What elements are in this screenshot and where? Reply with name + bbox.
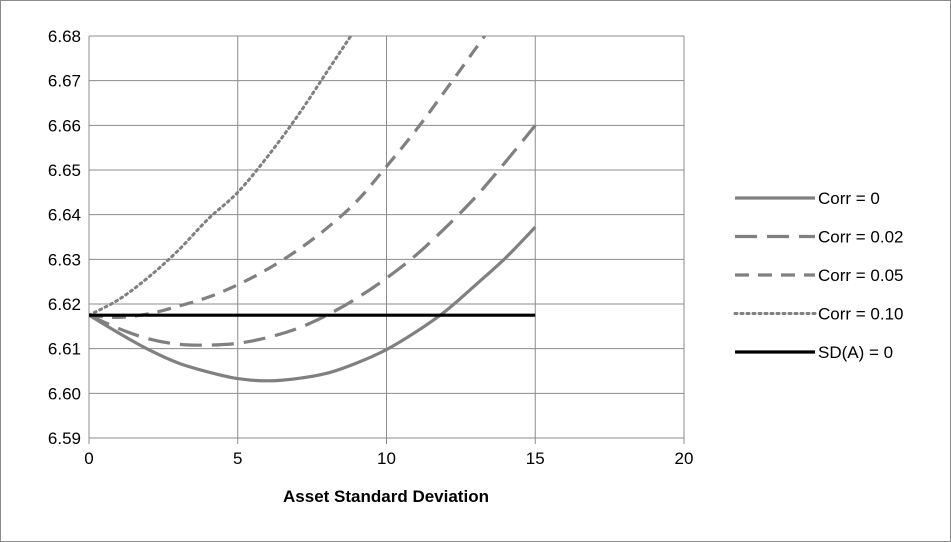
series-lines — [89, 36, 537, 383]
y-tick-label: 6.67 — [48, 72, 81, 91]
legend-label: SD(A) = 0 — [818, 343, 893, 362]
x-tick-label: 20 — [675, 449, 694, 468]
x-tick-label: 15 — [526, 449, 545, 468]
legend-label: Corr = 0 — [818, 189, 880, 208]
y-tick-label: 6.68 — [48, 27, 81, 46]
legend-label: Corr = 0.05 — [818, 266, 904, 285]
legend-label: Corr = 0.02 — [818, 228, 904, 247]
series-corr-0-02-line — [89, 124, 537, 347]
y-tick-label: 6.64 — [48, 206, 81, 225]
legend-label: Corr = 0.10 — [818, 305, 904, 324]
x-tick-label: 5 — [233, 449, 242, 468]
series-corr-0-05-line — [89, 36, 486, 320]
y-tick-label: 6.66 — [48, 116, 81, 135]
y-tick-labels: 6.59 6.60 6.61 6.62 6.63 6.64 6.65 6.66 6.67 6.68 — [48, 27, 81, 448]
y-tick-label: 6.59 — [48, 429, 81, 448]
gridlines — [88, 35, 685, 439]
x-tick-label: 0 — [84, 449, 93, 468]
y-tick-label: 6.61 — [48, 340, 81, 359]
x-tick-label: 10 — [377, 449, 396, 468]
y-tick-label: 6.62 — [48, 295, 81, 314]
y-tick-label: 6.63 — [48, 250, 81, 269]
y-tick-label: 6.60 — [48, 384, 81, 403]
series-corr-0-line — [89, 226, 537, 383]
x-tick-labels: 0 5 10 15 20 — [84, 449, 693, 468]
legend: Corr = 0 Corr = 0.02 Corr = 0.05 Corr = 0.1… — [733, 189, 904, 362]
axes — [88, 36, 685, 444]
series-corr-0-10-line — [89, 36, 353, 317]
y-tick-label: 6.65 — [48, 161, 81, 180]
x-axis-title: Asset Standard Deviation — [283, 487, 489, 506]
